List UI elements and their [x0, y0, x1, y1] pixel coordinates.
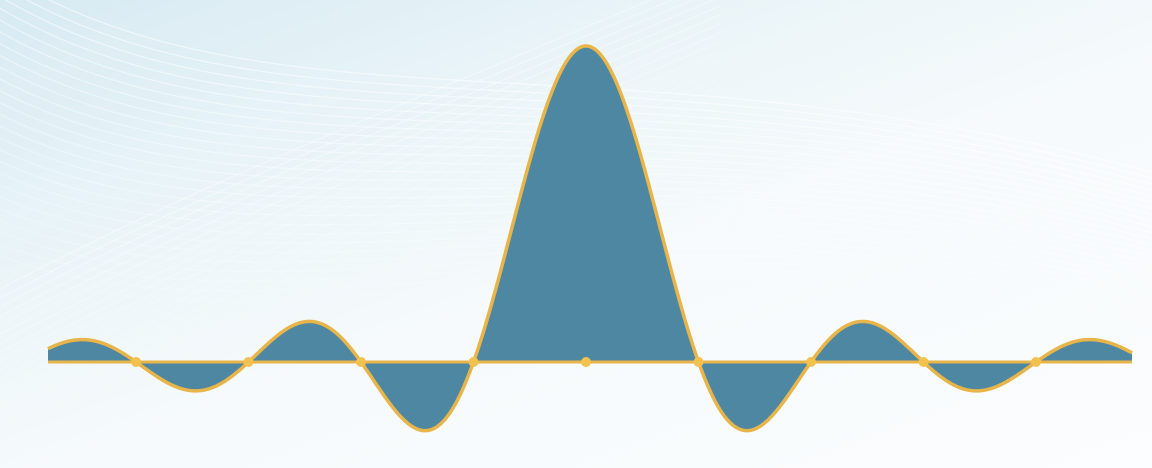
- zero-crossing-dot: [806, 357, 816, 367]
- background-swoosh-line: [0, 243, 1152, 313]
- background-swoosh-line: [0, 184, 1152, 282]
- background-swoosh-line: [0, 101, 1152, 240]
- background-swoosh-line: [0, 78, 1152, 228]
- background-swoosh-line: [0, 7, 1152, 192]
- zero-crossing-dot: [918, 357, 929, 367]
- background-swoosh-line: [0, 42, 1152, 210]
- zero-crossing-dot: [581, 357, 591, 367]
- background-swoosh-line: [0, 149, 1152, 264]
- background-swoosh-line: [0, 0, 673, 299]
- zero-crossing-dot: [693, 357, 704, 367]
- zero-crossing-dot: [243, 357, 254, 367]
- background-swoosh-line: [47, 0, 1152, 173]
- zero-crossing-dot: [468, 357, 479, 367]
- background-swoosh-line: [0, 19, 1152, 198]
- background-swoosh-line: [0, 90, 1152, 234]
- background-swoosh-line: [0, 219, 1152, 301]
- background-swoosh-line: [4, 0, 1152, 186]
- zero-crossing-dot: [1031, 357, 1041, 367]
- background-swoosh-line: [0, 255, 1152, 319]
- background-swoosh-line: [0, 0, 652, 290]
- sinc-filled-area: [48, 46, 1132, 431]
- zero-crossing-markers: [131, 357, 1041, 367]
- background-swoosh-line: [0, 172, 1152, 276]
- background-swoosh-line: [0, 125, 1152, 252]
- background-swoosh-line: [0, 137, 1152, 258]
- zero-crossing-dot: [131, 357, 141, 367]
- background-swoosh-line: [0, 160, 1152, 270]
- sinc-outline: [47, 44, 1133, 433]
- background-swoosh-line: [0, 231, 1152, 307]
- background-swoosh-line: [0, 266, 1152, 325]
- background-swoosh-line: [0, 31, 1152, 204]
- background-swoosh-line: [25, 0, 1152, 179]
- background-swoosh-line: [0, 207, 1152, 294]
- background-swoosh-line: [0, 0, 694, 308]
- zero-crossing-dot: [356, 357, 366, 367]
- background-swoosh-line: [0, 54, 1152, 216]
- background-swoosh-line: [0, 113, 1152, 246]
- background-swoosh-line: [0, 66, 1152, 222]
- background-swoosh-line: [0, 196, 1152, 288]
